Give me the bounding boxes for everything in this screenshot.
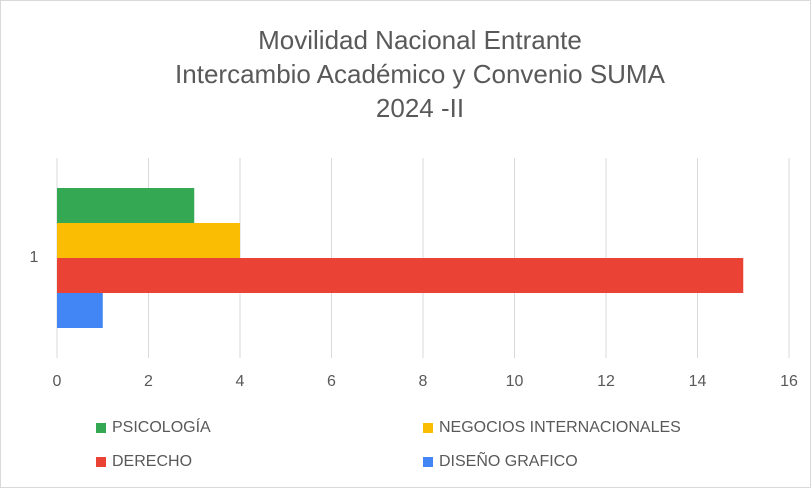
legend-label: NEGOCIOS INTERNACIONALES: [439, 419, 681, 436]
legend-swatch: [423, 423, 433, 433]
bar: [57, 188, 195, 223]
x-tick-label: 12: [597, 373, 615, 390]
x-tick-label: 0: [53, 373, 62, 390]
x-tick-label: 6: [327, 373, 336, 390]
bar: [57, 293, 103, 328]
x-tick-label: 16: [780, 373, 798, 390]
legend-label: PSICOLOGÍA: [112, 417, 211, 436]
chart-title: 2024 -II: [376, 93, 464, 123]
legend-label: DERECHO: [112, 453, 192, 470]
legend-swatch: [96, 457, 106, 467]
bar: [57, 223, 240, 258]
x-tick-label: 8: [419, 373, 428, 390]
x-tick-label: 4: [236, 373, 245, 390]
x-tick-label: 14: [689, 373, 707, 390]
bar: [57, 258, 744, 293]
chart-title: Movilidad Nacional Entrante: [258, 25, 582, 55]
legend-label: DISEÑO GRAFICO: [439, 450, 578, 470]
y-tick-label: 1: [30, 249, 39, 266]
legend-swatch: [96, 423, 106, 433]
x-tick-label: 10: [506, 373, 524, 390]
legend-swatch: [423, 457, 433, 467]
x-tick-label: 2: [144, 373, 153, 390]
chart-title: Intercambio Académico y Convenio SUMA: [175, 59, 666, 89]
